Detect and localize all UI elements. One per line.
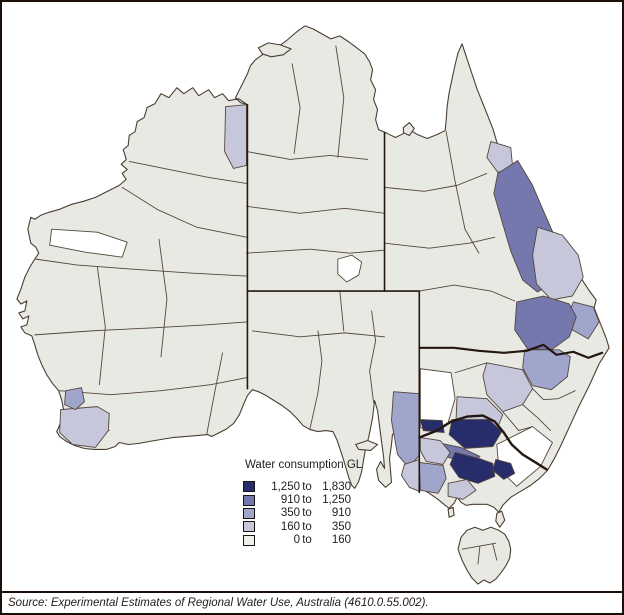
outline-groote-island: [402, 122, 415, 137]
division-boundary-22: [251, 330, 385, 338]
outline-king-island: [447, 506, 455, 518]
legend-to: 1,830: [322, 480, 351, 493]
outline-mainland: [16, 25, 610, 513]
outline-tiwi-islands: [257, 42, 292, 58]
legend-to-word: to: [302, 534, 312, 547]
qld-nsw-border: [418, 343, 604, 359]
legend-to-word: to: [302, 507, 312, 520]
legend-to: 350: [331, 520, 351, 533]
outline-kangaroo-island: [355, 439, 379, 452]
region-n-vic-dark: [449, 452, 496, 484]
legend-row: 160 to 350: [243, 520, 362, 533]
legend-from: 910: [280, 494, 300, 507]
region-se-sa: [400, 458, 420, 492]
australia-choropleth-svg: [16, 25, 610, 585]
division-boundary-28: [477, 545, 481, 565]
legend-to-word: to: [302, 480, 312, 493]
outline-tasmania: [457, 526, 512, 585]
legend-title: Water consumption GL: [245, 459, 363, 471]
region-n-nsw: [522, 349, 571, 391]
nsw-vic-border: [418, 414, 548, 471]
source-note: Source: Experimental Estimates of Region…: [2, 591, 622, 613]
division-boundary-16: [384, 236, 496, 249]
legend-to: 1,250: [322, 494, 351, 507]
legend-swatch-910-1250: [243, 494, 255, 506]
region-e-sa-riverland: [391, 391, 420, 468]
division-boundary-13: [335, 45, 345, 158]
legend-row: 910 to 1,250: [243, 493, 362, 506]
region-sw-nsw-dark-west: [419, 419, 445, 433]
australia-map: [2, 2, 622, 591]
legend-to-word: to: [302, 494, 312, 507]
region-sqld-inland: [514, 295, 577, 351]
region-nw-vic: [419, 437, 451, 465]
lake-eyre: [337, 254, 363, 283]
legend-swatch-160-350: [243, 521, 255, 533]
division-boundary-25: [339, 290, 345, 332]
region-nw-border-strip: [224, 104, 247, 169]
legend-row: 0 to 160: [243, 534, 362, 547]
legend-from: 350: [280, 507, 300, 520]
legend-from: 1,250: [271, 480, 300, 493]
region-central-nsw: [482, 362, 534, 413]
region-sw-wa-coastal: [64, 387, 85, 411]
region-sw-wa-lower: [59, 406, 110, 448]
division-boundary-3: [34, 321, 247, 336]
map-legend: Water consumption GL 1,250 to 1,830 910 to 1…: [243, 459, 362, 547]
legend-from: 0: [293, 534, 300, 547]
division-boundary-4: [158, 238, 168, 358]
pilbara-white-region: [49, 228, 128, 258]
legend-from: 160: [280, 520, 300, 533]
division-boundary-6: [58, 377, 247, 396]
legend-row: 350 to 910: [243, 507, 362, 520]
division-boundary-2: [35, 258, 247, 277]
division-boundary-23: [309, 330, 323, 430]
division-boundary-20: [522, 404, 551, 431]
division-boundary-9: [245, 151, 369, 160]
division-boundary-11: [245, 248, 385, 254]
division-boundary-15: [384, 172, 488, 192]
division-boundary-1: [121, 186, 247, 238]
legend-swatch-0-160: [243, 534, 255, 546]
legend-to: 160: [331, 534, 351, 547]
outline-flinders-island: [495, 510, 506, 528]
division-boundary-5: [96, 266, 106, 386]
division-boundary-10: [245, 205, 385, 214]
legend-to-word: to: [302, 520, 312, 533]
division-boundary-17: [418, 284, 516, 302]
legend-row: 1,250 to 1,830: [243, 480, 362, 493]
division-boundary-21: [502, 411, 534, 431]
legend-swatch-350-910: [243, 507, 255, 519]
division-boundary-27: [461, 542, 497, 550]
region-cqld-east: [532, 226, 584, 301]
legend-to: 910: [331, 507, 351, 520]
division-boundary-19: [532, 388, 576, 401]
division-boundary-24: [369, 310, 377, 404]
region-ne-vic-dark: [492, 458, 516, 480]
region-central-vic: [447, 478, 477, 500]
division-boundary-14: [445, 131, 480, 254]
division-boundary-12: [291, 63, 301, 154]
region-w-vic: [418, 461, 447, 494]
legend-swatch-1250-1830: [243, 481, 255, 493]
division-boundary-29: [492, 543, 498, 561]
division-boundary-18: [454, 362, 488, 374]
division-boundary-0: [128, 161, 247, 184]
division-boundary-8: [206, 352, 224, 435]
